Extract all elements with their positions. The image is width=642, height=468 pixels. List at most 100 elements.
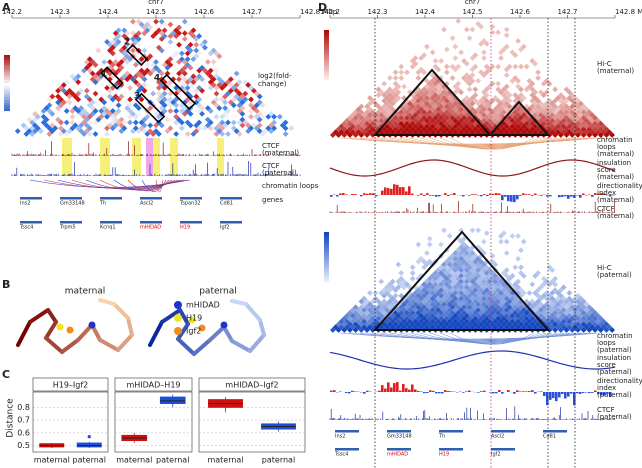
heatmap-cell <box>452 83 459 90</box>
heatmap-cell <box>503 72 510 78</box>
heatmap-cell <box>535 126 541 133</box>
heatmap-cell <box>170 53 177 60</box>
gene-model <box>20 221 42 224</box>
heatmap-cell <box>515 78 521 84</box>
heatmap-cell <box>543 78 550 84</box>
y-tick-label: 0.8 <box>17 403 30 412</box>
heatmap-cell <box>563 315 570 322</box>
heatmap-cell <box>63 119 70 126</box>
heatmap-cell <box>575 292 581 299</box>
heatmap-cell <box>426 103 433 110</box>
box <box>159 396 186 404</box>
heatmap-cell <box>372 324 379 330</box>
heatmap-cell <box>187 47 194 54</box>
heatmap-cell <box>466 35 473 41</box>
directionality-bar <box>507 390 510 392</box>
heatmap-cell <box>589 117 596 124</box>
heatmap-cell <box>202 44 208 51</box>
heatmap-cell <box>592 120 598 127</box>
heatmap-cell <box>461 235 467 242</box>
heatmap-cell <box>475 312 482 319</box>
directionality-bar <box>504 195 507 197</box>
heatmap-cell <box>424 117 430 124</box>
heatmap-cell <box>404 315 410 322</box>
heatmap-cell <box>107 53 113 60</box>
colorbar-cell <box>324 264 329 268</box>
insulation-score <box>329 350 616 370</box>
heatmap-cell <box>86 113 93 120</box>
heatmap-cell <box>506 298 513 305</box>
heatmap-cell <box>501 46 507 53</box>
heatmap-cell <box>549 324 556 330</box>
heatmap-cell <box>506 63 513 70</box>
heatmap-cell <box>603 126 610 133</box>
heatmap-cell <box>358 115 365 121</box>
heatmap-cell <box>141 122 148 129</box>
heatmap-cell <box>372 295 379 302</box>
heatmap-cell <box>577 129 584 135</box>
track-label: CTCF <box>597 205 615 213</box>
heatmap-cell <box>424 112 430 118</box>
heatmap-cell <box>495 281 501 288</box>
directionality-bar <box>495 392 498 394</box>
directionality-bar <box>426 193 429 195</box>
heatmap-cell <box>424 83 430 90</box>
heatmap-cell <box>242 90 249 97</box>
heatmap-cell <box>58 119 64 126</box>
heatmap-cell <box>461 253 467 259</box>
heatmap-cell <box>512 281 519 288</box>
heatmap-cell <box>344 324 350 330</box>
chromatin-segment <box>230 339 252 353</box>
heatmap-cell <box>421 258 427 265</box>
heatmap-cell <box>486 318 493 325</box>
panel-letter: B <box>2 278 10 291</box>
loop-arc <box>449 137 535 150</box>
heatmap-cell <box>529 126 536 133</box>
heatmap-cell <box>452 250 459 256</box>
heatmap-cell <box>230 102 237 109</box>
heatmap-cell <box>526 106 533 113</box>
heatmap-cell <box>603 327 610 333</box>
heatmap-cell <box>392 315 399 322</box>
heatmap-cell <box>86 102 93 109</box>
directionality-bar <box>378 390 381 392</box>
directionality-bar <box>516 195 519 200</box>
heatmap-cell <box>523 86 530 93</box>
heatmap-cell <box>463 26 470 33</box>
heatmap-cell <box>135 82 142 88</box>
directionality-bar <box>435 392 438 394</box>
chromatin-segment <box>16 320 32 347</box>
heatmap-cell <box>130 36 136 42</box>
colorbar-cell <box>324 65 329 68</box>
heatmap-cell <box>46 102 53 109</box>
heatmap-cell <box>466 264 473 271</box>
colorbar-cell <box>324 257 329 260</box>
heatmap-cell <box>367 117 373 124</box>
heatmap-cell <box>483 120 490 127</box>
heatmap-cell <box>60 99 67 106</box>
heatmap-cell <box>546 103 553 110</box>
legend-label: H19 <box>186 314 202 323</box>
heatmap-cell <box>495 321 501 328</box>
track-label: (maternal) <box>597 150 634 158</box>
heatmap-cell <box>40 113 47 120</box>
heatmap-cell <box>518 310 524 316</box>
heatmap-cell <box>432 298 439 305</box>
heatmap-cell <box>158 47 165 54</box>
directionality-bar <box>534 392 537 394</box>
heatmap-cell <box>518 120 524 127</box>
heatmap-cell <box>438 97 444 104</box>
heatmap-cell <box>378 307 385 313</box>
directionality-bar <box>525 194 528 195</box>
directionality-bar <box>579 195 582 198</box>
heatmap-cell <box>392 92 399 98</box>
heatmap-cell <box>378 324 385 330</box>
heatmap-cell <box>586 315 593 322</box>
heatmap-cell <box>558 321 564 328</box>
heatmap-cell <box>341 132 348 138</box>
heatmap-cell <box>389 106 396 113</box>
heatmap-cell <box>132 119 139 126</box>
heatmap-cell <box>486 100 493 107</box>
heatmap-cell <box>552 315 558 322</box>
track-label: loops <box>597 339 616 347</box>
